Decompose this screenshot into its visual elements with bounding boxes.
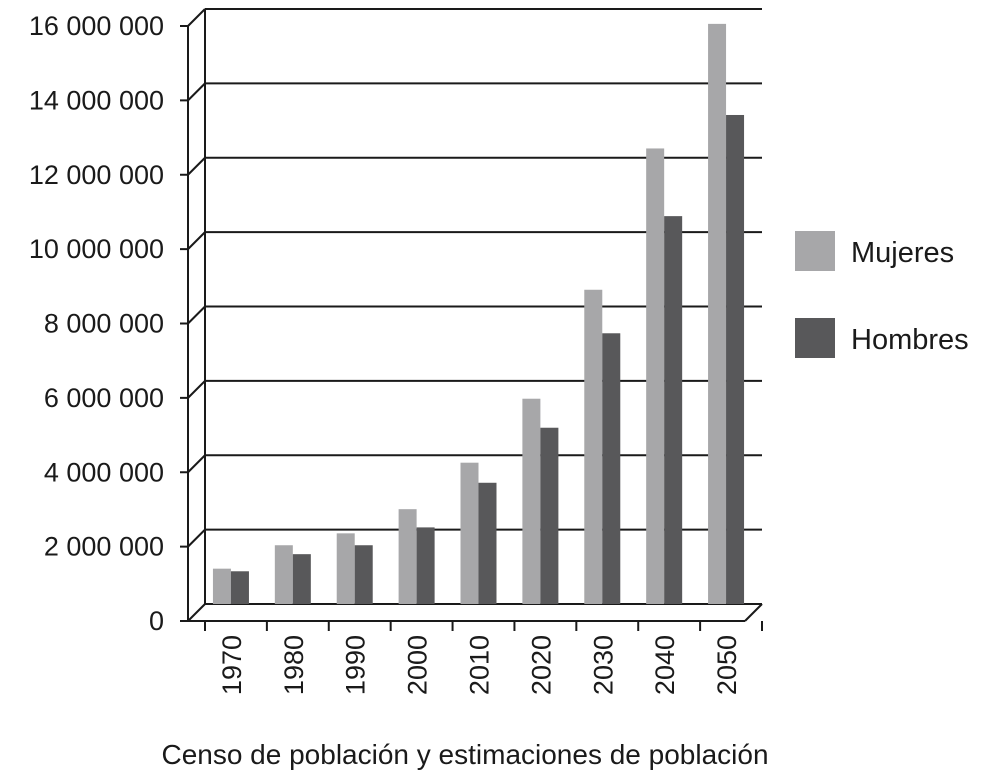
gridline-stub bbox=[187, 157, 206, 176]
bar-mujeres-2030 bbox=[584, 289, 603, 604]
gridline-stub bbox=[187, 603, 206, 622]
legend: Mujeres Hombres bbox=[795, 231, 969, 358]
x-tick-label: 2050 bbox=[712, 635, 742, 695]
x-tick-label: 2040 bbox=[650, 635, 680, 695]
bar-mujeres-1990 bbox=[336, 533, 355, 604]
legend-swatch-hombres bbox=[795, 318, 835, 358]
bar-hombres-2050 bbox=[726, 114, 745, 604]
legend-label-mujeres: Mujeres bbox=[851, 237, 954, 269]
bar-hombres-2010 bbox=[478, 482, 497, 604]
bar-hombres-1990 bbox=[354, 545, 373, 604]
x-tick-label: 2020 bbox=[526, 635, 556, 695]
y-tick-label: 0 bbox=[149, 606, 164, 636]
legend-swatch-mujeres bbox=[795, 231, 835, 271]
bar-mujeres-2010 bbox=[460, 462, 479, 604]
gridline-stub bbox=[187, 8, 206, 27]
bar-mujeres-1980 bbox=[274, 545, 293, 604]
bar-hombres-2040 bbox=[664, 216, 683, 604]
x-tick-label: 1990 bbox=[341, 635, 371, 695]
bars bbox=[212, 23, 745, 604]
bar-mujeres-2050 bbox=[708, 23, 727, 604]
x-tick-label: 1970 bbox=[217, 635, 247, 695]
y-tick-label: 10 000 000 bbox=[29, 234, 164, 264]
floor-edge bbox=[744, 603, 763, 622]
bar-hombres-1970 bbox=[230, 571, 249, 604]
bar-mujeres-1970 bbox=[212, 568, 231, 604]
x-tick-label: 1980 bbox=[279, 635, 309, 695]
gridline-stub bbox=[187, 454, 206, 473]
y-tick-label: 16 000 000 bbox=[29, 11, 164, 41]
bar-mujeres-2040 bbox=[646, 148, 665, 604]
y-tick-label: 8 000 000 bbox=[44, 309, 164, 339]
y-tick-label: 4 000 000 bbox=[44, 457, 164, 487]
x-tick-labels: 1970 1980 1990 2000 2010 2020 2030 2040 2050 bbox=[217, 635, 742, 695]
gridline-stub bbox=[187, 305, 206, 325]
bar-mujeres-2000 bbox=[398, 509, 417, 604]
bar-hombres-1980 bbox=[292, 554, 311, 604]
gridline-stub bbox=[187, 528, 206, 548]
y-tick-label: 2 000 000 bbox=[44, 532, 164, 562]
y-tick-label: 6 000 000 bbox=[44, 383, 164, 413]
bar-mujeres-2020 bbox=[522, 398, 541, 604]
gridline-stub bbox=[187, 231, 206, 250]
axes bbox=[180, 9, 763, 631]
legend-label-hombres: Hombres bbox=[851, 324, 969, 356]
x-tick-label: 2030 bbox=[588, 635, 618, 695]
x-axis-label: Censo de población y estimaciones de pob… bbox=[161, 739, 768, 770]
bar-hombres-2020 bbox=[540, 427, 559, 604]
gridline-stub bbox=[187, 380, 206, 399]
x-tick-label: 2000 bbox=[403, 635, 433, 695]
y-tick-label: 12 000 000 bbox=[29, 160, 164, 190]
x-tick-label: 2010 bbox=[465, 635, 495, 695]
gridline-stub bbox=[187, 82, 206, 102]
bar-hombres-2030 bbox=[602, 333, 621, 604]
y-tick-labels: 0 2 000 000 4 000 000 6 000 000 8 000 000 10 … bbox=[29, 11, 164, 636]
y-tick-label: 14 000 000 bbox=[29, 85, 164, 115]
bar-hombres-2000 bbox=[416, 527, 435, 604]
